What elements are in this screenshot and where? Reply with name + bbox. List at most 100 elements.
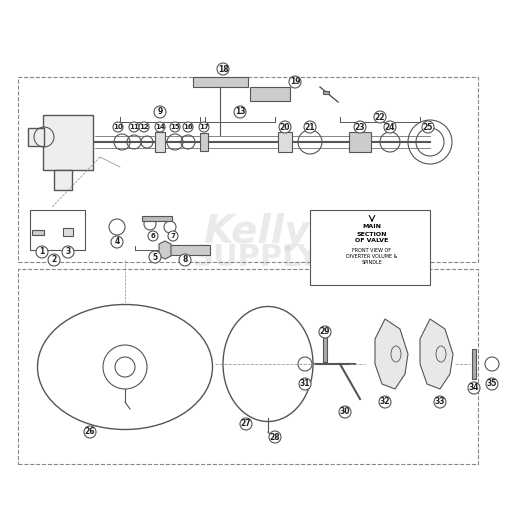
Circle shape <box>113 122 123 132</box>
Circle shape <box>240 418 252 430</box>
Circle shape <box>129 122 139 132</box>
Circle shape <box>279 121 291 133</box>
Circle shape <box>62 246 74 258</box>
Bar <box>278 132 292 152</box>
Text: 25: 25 <box>423 122 433 132</box>
Polygon shape <box>420 319 453 389</box>
Circle shape <box>486 378 498 390</box>
Text: 20: 20 <box>280 122 290 132</box>
Text: 24: 24 <box>385 122 395 132</box>
Text: 2: 2 <box>51 255 57 265</box>
Bar <box>32 229 44 234</box>
Text: SPINDLE: SPINDLE <box>361 261 382 266</box>
Text: 4: 4 <box>114 238 120 246</box>
Text: 11: 11 <box>129 124 139 130</box>
Text: 5: 5 <box>153 252 158 262</box>
Text: 22: 22 <box>375 113 385 121</box>
Text: MAIN: MAIN <box>362 224 381 229</box>
Text: FRONT VIEW OF: FRONT VIEW OF <box>352 248 392 253</box>
Bar <box>310 209 430 285</box>
Circle shape <box>379 396 391 408</box>
Text: 9: 9 <box>157 108 163 117</box>
Bar <box>323 91 329 94</box>
Text: 21: 21 <box>305 122 315 132</box>
Bar <box>160 245 210 255</box>
Circle shape <box>304 121 316 133</box>
Text: 19: 19 <box>290 77 300 87</box>
Circle shape <box>154 106 166 118</box>
Circle shape <box>384 121 396 133</box>
Circle shape <box>48 254 60 266</box>
Text: 7: 7 <box>170 233 176 239</box>
Text: 17: 17 <box>199 124 209 130</box>
Text: 3: 3 <box>66 247 71 257</box>
Text: 28: 28 <box>270 433 280 441</box>
Text: 33: 33 <box>435 397 445 407</box>
Bar <box>250 87 290 101</box>
Text: 10: 10 <box>113 124 123 130</box>
Bar <box>18 269 478 464</box>
Text: 26: 26 <box>85 428 95 437</box>
Text: 29: 29 <box>320 328 330 336</box>
Bar <box>323 336 327 361</box>
Text: 34: 34 <box>469 383 479 393</box>
Circle shape <box>168 231 178 241</box>
Circle shape <box>339 406 351 418</box>
Text: DIVERTER VOLUME &: DIVERTER VOLUME & <box>346 254 398 260</box>
Bar <box>43 115 93 169</box>
Bar <box>30 210 85 250</box>
Polygon shape <box>159 241 171 259</box>
Text: 12: 12 <box>139 124 149 130</box>
Circle shape <box>422 121 434 133</box>
Text: SECTION: SECTION <box>357 231 387 237</box>
Text: 18: 18 <box>218 65 228 74</box>
Bar <box>28 128 44 146</box>
Circle shape <box>36 246 48 258</box>
Bar <box>18 77 478 262</box>
Circle shape <box>183 122 193 132</box>
Text: SUPPLY: SUPPLY <box>192 243 320 271</box>
Bar <box>472 349 476 379</box>
Circle shape <box>149 251 161 263</box>
Circle shape <box>148 231 158 241</box>
Text: 23: 23 <box>355 122 365 132</box>
Text: 6: 6 <box>151 233 155 239</box>
Text: 35: 35 <box>487 379 497 389</box>
Text: 13: 13 <box>234 108 245 117</box>
Text: Kelly: Kelly <box>203 213 309 251</box>
Text: 30: 30 <box>340 408 350 416</box>
Circle shape <box>179 254 191 266</box>
Text: 16: 16 <box>183 124 193 130</box>
Circle shape <box>84 426 96 438</box>
Circle shape <box>374 111 386 123</box>
Bar <box>200 133 208 151</box>
Bar <box>349 132 371 152</box>
Bar <box>193 77 247 87</box>
Bar <box>142 216 172 221</box>
Circle shape <box>170 122 180 132</box>
Text: 14: 14 <box>155 124 165 130</box>
Text: 15: 15 <box>170 124 180 130</box>
Circle shape <box>434 396 446 408</box>
Circle shape <box>289 76 301 88</box>
Circle shape <box>234 106 246 118</box>
Circle shape <box>111 236 123 248</box>
Polygon shape <box>375 319 408 389</box>
Text: 8: 8 <box>182 255 188 265</box>
Circle shape <box>468 382 480 394</box>
Circle shape <box>319 326 331 338</box>
Bar <box>63 228 73 236</box>
Text: 32: 32 <box>380 397 390 407</box>
Circle shape <box>155 122 165 132</box>
Text: 27: 27 <box>241 419 251 429</box>
Circle shape <box>139 122 149 132</box>
Text: 1: 1 <box>39 247 45 257</box>
Text: 31: 31 <box>300 379 310 389</box>
Bar <box>155 132 165 152</box>
Circle shape <box>299 378 311 390</box>
Circle shape <box>269 431 281 443</box>
Bar <box>54 170 72 190</box>
Circle shape <box>199 122 209 132</box>
Circle shape <box>217 63 229 75</box>
Text: OF VALVE: OF VALVE <box>355 239 389 244</box>
